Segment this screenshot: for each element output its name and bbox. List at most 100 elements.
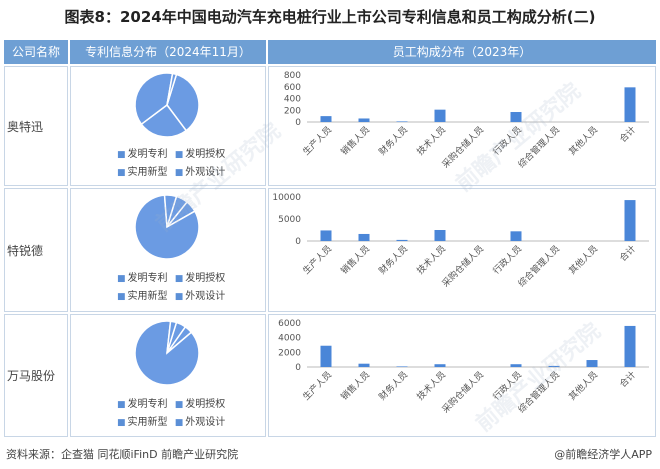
y-tick-label: 0 [295,363,301,373]
bar-合计 [624,200,636,241]
legend-design: 外观设计 [185,291,226,302]
pie-legend: ■ 发明专利 ■ 发明授权 ■ 实用新型 ■ 外观设计 [117,395,225,428]
x-tick-label: 生产人员 [300,124,334,158]
bar-财务人员 [396,366,408,367]
x-tick-label: 财务人员 [376,243,410,277]
x-tick-label: 财务人员 [376,124,410,158]
bar-合计 [624,325,636,367]
staff-bar-cell: 0 2000 4000 6000 生产人员 销售人员 财务人员 技术人员 采购仓储人员 行政人员综… [268,314,656,437]
patent-pie [134,320,200,386]
legend-authorized: 发明授权 [185,399,226,410]
header-staff: 员工构成分布（2023年） [268,40,656,64]
bar-行政人员 [510,364,522,367]
x-tick-label: 其他人员 [566,124,600,158]
pie-legend: ■ 发明专利 ■ 发明授权 ■ 实用新型 ■ 外观设计 [117,145,225,178]
legend-dot-icon: ■ [117,150,126,160]
x-tick-label: 其他人员 [566,243,600,277]
bar-销售人员 [358,363,370,367]
x-tick-label: 技术人员 [414,124,448,158]
x-tick-label: 其他人员 [566,369,600,403]
company-name: 万马股份 [4,314,68,437]
y-tick-label: 5000 [278,215,301,225]
y-tick-label: 6000 [278,319,301,329]
legend-utility: 实用新型 [127,167,168,178]
pie-slice-发明专利 [166,73,200,132]
y-tick-label: 800 [284,71,301,81]
company-label: 奥特迅 [7,119,44,134]
y-tick-label: 2000 [278,348,301,358]
staff-bar-cell: 0 200 400 600 800 生产人员 销售人员 财务人员 技术人员 采购仓储人员 行政人员综… [268,66,656,186]
y-tick-label: 0 [295,118,301,128]
legend-dot-icon: ■ [174,292,184,302]
x-tick-label: 合计 [617,124,638,145]
legend-design: 外观设计 [185,417,226,428]
y-tick-label: 600 [284,83,301,93]
bar-技术人员 [434,230,446,241]
company-table: 公司名称 专利信息分布（2024年11月） 员工构成分布（2023年） 奥特迅 … [4,40,656,437]
company-name: 奥特迅 [4,66,68,186]
bar-合计 [624,87,636,122]
legend-authorized: 发明授权 [185,273,226,284]
legend-dot-icon: ■ [117,292,126,302]
y-tick-label: 400 [284,95,301,105]
x-tick-label: 生产人员 [300,369,334,403]
legend-invention: 发明专利 [127,149,168,160]
x-tick-label: 技术人员 [414,243,448,277]
patent-pie-cell: ■ 发明专利 ■ 发明授权 ■ 实用新型 ■ 外观设计 [70,66,266,186]
legend-dot-icon: ■ [174,168,184,178]
bar-销售人员 [358,118,370,122]
x-tick-label: 行政人员 [490,124,524,158]
legend-authorized: 发明授权 [185,149,226,160]
legend-invention: 发明专利 [127,273,168,284]
x-tick-label: 财务人员 [376,369,410,403]
header-patent: 专利信息分布（2024年11月） [70,40,266,64]
x-tick-label: 销售人员 [338,369,372,403]
x-tick-label: 合计 [617,369,638,390]
legend-dot-icon: ■ [174,400,184,410]
pie-slice-实用新型 [134,72,174,126]
legend-design: 外观设计 [185,167,226,178]
bar-行政人员 [510,112,522,122]
legend-dot-icon: ■ [117,168,126,178]
bar-生产人员 [320,345,332,367]
y-tick-label: 0 [295,237,301,247]
company-label: 特锐德 [7,243,44,258]
bar-其他人员 [586,360,598,367]
legend-dot-icon: ■ [117,274,126,284]
patent-pie-cell: ■ 发明专利 ■ 发明授权 ■ 实用新型 ■ 外观设计 [70,188,266,312]
staff-bar-cell: 0 5000 10000 生产人员 销售人员 财务人员 技术人员 采购仓储人员 行政人员 综合管理… [268,188,656,312]
bar-技术人员 [434,364,446,367]
source-note: 资料来源：企查猫 同花顺iFinD 前瞻产业研究院 [6,448,239,461]
pie-slice-外观设计 [166,320,178,354]
header-company: 公司名称 [4,40,68,64]
bar-财务人员 [396,121,408,122]
legend-utility: 实用新型 [127,291,168,302]
chart-title: 图表8：2024年中国电动汽车充电桩行业上市公司专利信息和员工构成分析(二) [64,8,596,26]
bar-生产人员 [320,230,332,241]
company-name: 特锐德 [4,188,68,312]
bar-行政人员 [510,231,522,241]
legend-dot-icon: ■ [174,274,184,284]
legend-dot-icon: ■ [117,400,126,410]
patent-pie-cell: ■ 发明专利 ■ 发明授权 ■ 实用新型 ■ 外观设计 [70,314,266,437]
x-tick-label: 行政人员 [490,243,524,277]
legend-dot-icon: ■ [174,418,184,428]
legend-dot-icon: ■ [117,418,126,428]
pie-slice-外观设计 [163,194,178,228]
bar-财务人员 [396,239,408,241]
x-tick-label: 行政人员 [490,369,524,403]
bar-综合管理人员 [548,365,560,367]
bar-销售人员 [358,233,370,241]
x-tick-label: 销售人员 [338,124,372,158]
brand-mark: @前瞻经济学人APP [554,448,652,461]
legend-utility: 实用新型 [127,417,168,428]
x-tick-label: 销售人员 [338,243,372,277]
pie-slice-发明授权 [140,103,188,138]
pie-slice-外观设计 [166,72,178,106]
patent-pie [134,194,200,260]
y-tick-label: 200 [284,106,301,116]
patent-pie [134,72,200,138]
company-label: 万马股份 [7,369,56,383]
pie-legend: ■ 发明专利 ■ 发明授权 ■ 实用新型 ■ 外观设计 [117,269,225,302]
